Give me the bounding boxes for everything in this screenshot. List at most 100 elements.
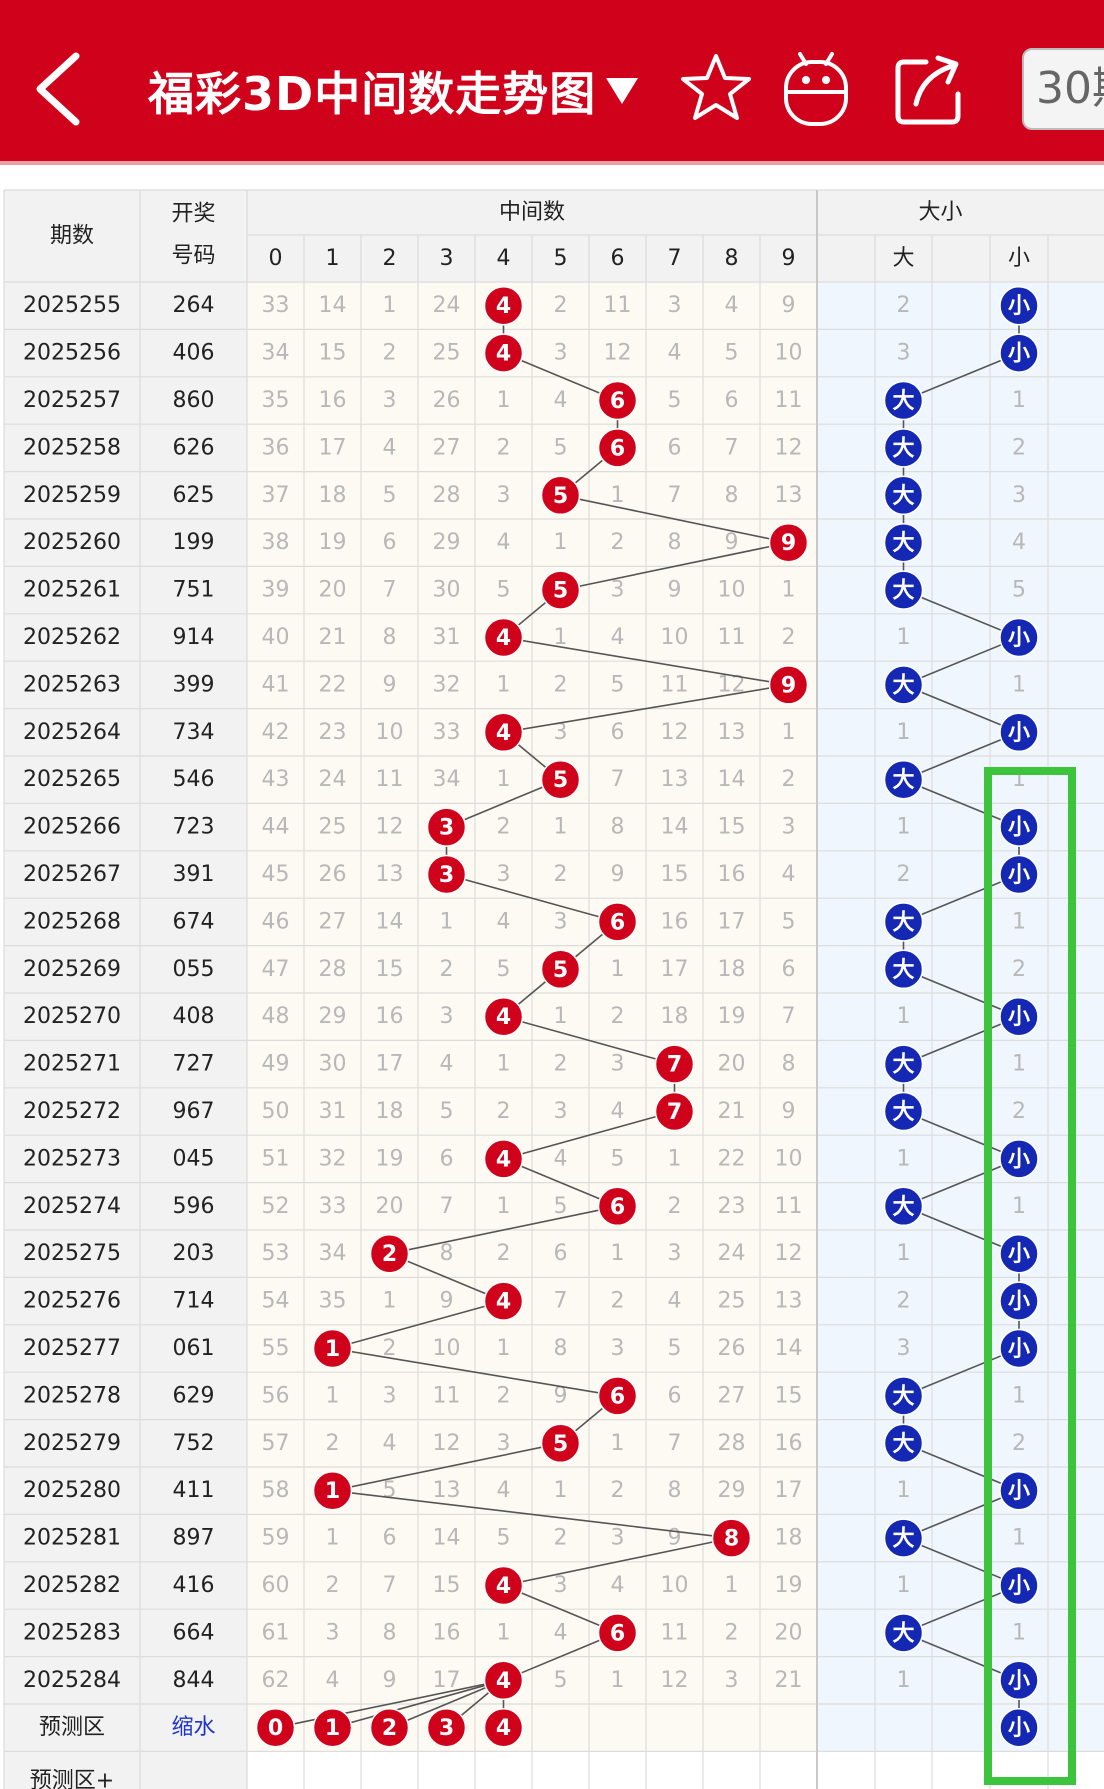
omission-value: 36 bbox=[262, 435, 290, 460]
size-ball-circle bbox=[999, 854, 1039, 895]
omission-value: 1 bbox=[554, 1004, 568, 1029]
back-arrow-icon[interactable] bbox=[24, 44, 94, 134]
omission-value: 13 bbox=[661, 767, 689, 792]
omission-value: 30 bbox=[433, 578, 461, 603]
table-row: 2025273 045 51 32 19 6 4 5 1 22 10 1 bbox=[23, 1146, 910, 1171]
omission-value: 24 bbox=[433, 293, 461, 318]
issue-cell: 2025273 bbox=[23, 1146, 121, 1171]
size-ball-label: 小 bbox=[1008, 342, 1030, 367]
middle-number-ball: 7 bbox=[654, 1044, 695, 1084]
omission-value: 57 bbox=[262, 1431, 290, 1456]
star-icon[interactable] bbox=[676, 48, 756, 128]
predict-ball-circle bbox=[426, 1707, 467, 1748]
draw-number-cell: 055 bbox=[173, 957, 215, 982]
omission-value: 9 bbox=[383, 1668, 397, 1693]
omission-value: 12 bbox=[433, 1431, 461, 1456]
omission-value: 9 bbox=[782, 293, 796, 318]
middle-number-ball: 6 bbox=[597, 1186, 638, 1227]
omission-value: 2 bbox=[497, 1099, 511, 1124]
middle-number-ball-circle bbox=[483, 333, 524, 373]
omission-value: 3 bbox=[497, 862, 511, 887]
size-ball-label: 大 bbox=[892, 531, 914, 556]
omission-value: 6 bbox=[782, 957, 796, 982]
middle-number-ball: 5 bbox=[540, 949, 581, 990]
trend-line-segment bbox=[332, 1442, 561, 1492]
size-ball: 大 bbox=[883, 1613, 924, 1653]
omission-value: 17 bbox=[661, 957, 689, 982]
omission-value: 4 bbox=[554, 388, 568, 413]
middle-number-ball: 6 bbox=[597, 1376, 638, 1416]
size-ball: 大 bbox=[883, 380, 924, 421]
omission-value: 20 bbox=[376, 1194, 404, 1219]
period-select-button[interactable]: 30期 bbox=[1022, 48, 1104, 130]
middle-number-ball-label: 3 bbox=[439, 816, 454, 841]
trend-line-segment bbox=[332, 1347, 618, 1397]
table-row: 2025258 626 36 17 4 27 2 5 6 7 12 2 bbox=[23, 435, 1026, 460]
size-ball-circle bbox=[883, 428, 924, 468]
omission-value: 9 bbox=[611, 862, 625, 887]
issue-cell: 2025264 bbox=[23, 720, 121, 745]
draw-number-cell: 391 bbox=[173, 862, 215, 887]
middle-number-ball-circle bbox=[711, 1518, 752, 1558]
omission-value: 54 bbox=[262, 1289, 290, 1314]
size-ball-circle bbox=[999, 1328, 1039, 1369]
middle-number-ball: 4 bbox=[483, 1565, 524, 1606]
middle-number-ball-circle bbox=[597, 380, 638, 421]
predict-ball: 2 bbox=[369, 1707, 410, 1748]
omission-value: 8 bbox=[782, 1052, 796, 1077]
omission-value: 15 bbox=[661, 862, 689, 887]
middle-number-ball-circle bbox=[483, 1281, 524, 1321]
omission-value: 7 bbox=[782, 1004, 796, 1029]
issue-cell: 2025265 bbox=[23, 767, 121, 792]
omission-value: 21 bbox=[718, 1099, 746, 1124]
digit-column-header-9: 9 bbox=[782, 246, 796, 271]
draw-number-cell: 723 bbox=[173, 815, 215, 840]
draw-number-cell: 411 bbox=[173, 1478, 215, 1503]
omission-value: 26 bbox=[319, 862, 347, 887]
omission-value: 34 bbox=[433, 767, 461, 792]
omission-value: 41 bbox=[262, 672, 290, 697]
middle-number-ball: 2 bbox=[369, 1233, 410, 1274]
middle-number-ball-circle bbox=[426, 854, 467, 895]
prediction-line-segment bbox=[389, 1679, 504, 1729]
omission-value: 23 bbox=[319, 720, 347, 745]
omission-value: 5 bbox=[725, 341, 739, 366]
size-ball: 大 bbox=[883, 570, 924, 610]
issue-cell: 2025256 bbox=[23, 341, 121, 366]
omission-value: 45 bbox=[262, 862, 290, 887]
robot-icon[interactable] bbox=[776, 48, 856, 128]
size-omission-value: 1 bbox=[1012, 672, 1026, 697]
digit-column-header-5: 5 bbox=[554, 246, 568, 271]
size-omission-value: 1 bbox=[1012, 1194, 1026, 1219]
middle-number-ball: 6 bbox=[597, 902, 638, 942]
predict-ball: 3 bbox=[426, 1707, 467, 1748]
omission-value: 3 bbox=[611, 1336, 625, 1361]
trend-line-segment bbox=[389, 1205, 618, 1255]
size-omission-value: 2 bbox=[1012, 1099, 1026, 1124]
omission-value: 30 bbox=[319, 1052, 347, 1077]
omission-value: 2 bbox=[554, 862, 568, 887]
size-ball: 小 bbox=[999, 617, 1039, 658]
middle-number-ball: 4 bbox=[483, 617, 524, 658]
omission-value: 6 bbox=[668, 435, 682, 460]
table-row: 2025270 408 48 29 16 3 1 2 18 19 7 1 bbox=[23, 1004, 910, 1029]
omission-value: 8 bbox=[668, 1478, 682, 1503]
omission-value: 10 bbox=[661, 625, 689, 650]
shrink-link[interactable]: 缩水 bbox=[171, 1715, 215, 1740]
omission-value: 13 bbox=[775, 483, 803, 508]
table-row: 2025284 844 62 4 9 17 5 1 12 3 21 1 bbox=[23, 1668, 910, 1693]
trend-line-segment bbox=[560, 541, 789, 591]
size-ball: 大 bbox=[883, 1423, 924, 1464]
title-dropdown-icon[interactable] bbox=[602, 70, 642, 110]
table-row: 2025266 723 44 25 12 2 1 8 14 15 3 1 bbox=[23, 815, 910, 840]
predict-ball-label: 3 bbox=[439, 1716, 454, 1741]
size-ball-label: 小 bbox=[1008, 1337, 1030, 1362]
middle-number-ball-circle bbox=[483, 285, 524, 326]
table-row: 2025283 664 61 3 8 16 1 4 11 2 20 1 bbox=[23, 1620, 1026, 1645]
draw-number-cell: 734 bbox=[173, 720, 215, 745]
share-icon[interactable] bbox=[890, 48, 970, 128]
omission-value: 3 bbox=[383, 1383, 397, 1408]
trend-line-segment bbox=[332, 1489, 732, 1539]
predict-ball: 0 bbox=[255, 1707, 296, 1748]
omission-value: 5 bbox=[782, 909, 796, 934]
